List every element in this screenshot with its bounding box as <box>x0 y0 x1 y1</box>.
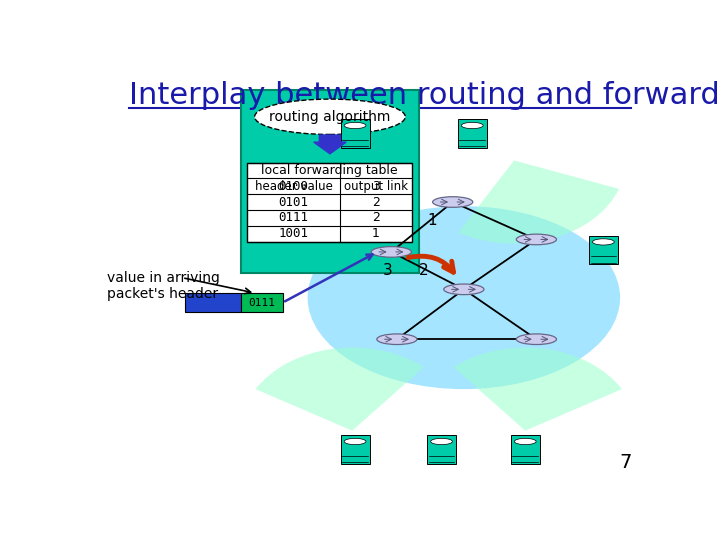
Ellipse shape <box>344 438 366 444</box>
Ellipse shape <box>433 197 473 207</box>
Wedge shape <box>248 160 408 244</box>
Ellipse shape <box>431 438 452 444</box>
Ellipse shape <box>514 438 536 444</box>
Text: 1001: 1001 <box>279 227 308 240</box>
Ellipse shape <box>377 334 417 345</box>
Text: 2: 2 <box>372 195 379 208</box>
Text: 0111: 0111 <box>279 211 308 224</box>
Text: value in arriving
packet's header: value in arriving packet's header <box>107 271 220 301</box>
FancyArrow shape <box>314 135 346 154</box>
Wedge shape <box>458 160 619 244</box>
Bar <box>241 293 282 312</box>
Text: 2: 2 <box>419 263 429 278</box>
Wedge shape <box>256 348 424 431</box>
Ellipse shape <box>462 123 483 129</box>
Bar <box>458 119 487 147</box>
Bar <box>589 235 618 264</box>
Text: 0100: 0100 <box>279 180 308 193</box>
Text: 2: 2 <box>372 211 379 224</box>
Text: 0101: 0101 <box>279 195 308 208</box>
Ellipse shape <box>516 334 557 345</box>
Text: 3: 3 <box>372 180 379 193</box>
Bar <box>341 435 369 463</box>
Bar <box>248 163 412 241</box>
Ellipse shape <box>516 234 557 245</box>
Bar <box>427 435 456 463</box>
Bar <box>240 90 419 273</box>
Ellipse shape <box>344 123 366 129</box>
Text: output link: output link <box>343 180 408 193</box>
Ellipse shape <box>307 206 620 389</box>
Ellipse shape <box>255 99 405 134</box>
Text: 0111: 0111 <box>248 298 276 308</box>
Wedge shape <box>454 348 622 431</box>
Text: 1: 1 <box>428 213 437 228</box>
Ellipse shape <box>444 284 484 295</box>
Text: 7: 7 <box>619 453 631 472</box>
Text: 1: 1 <box>372 227 379 240</box>
Text: local forwarding table: local forwarding table <box>261 164 398 177</box>
Bar <box>341 119 369 147</box>
Text: routing algorithm: routing algorithm <box>269 110 391 124</box>
Text: 3: 3 <box>383 263 392 278</box>
Text: Interplay between routing and forwarding: Interplay between routing and forwarding <box>129 82 720 111</box>
Ellipse shape <box>372 247 411 257</box>
Bar <box>510 435 540 463</box>
Ellipse shape <box>593 239 614 245</box>
Text: header value: header value <box>254 180 333 193</box>
Bar <box>185 293 241 312</box>
